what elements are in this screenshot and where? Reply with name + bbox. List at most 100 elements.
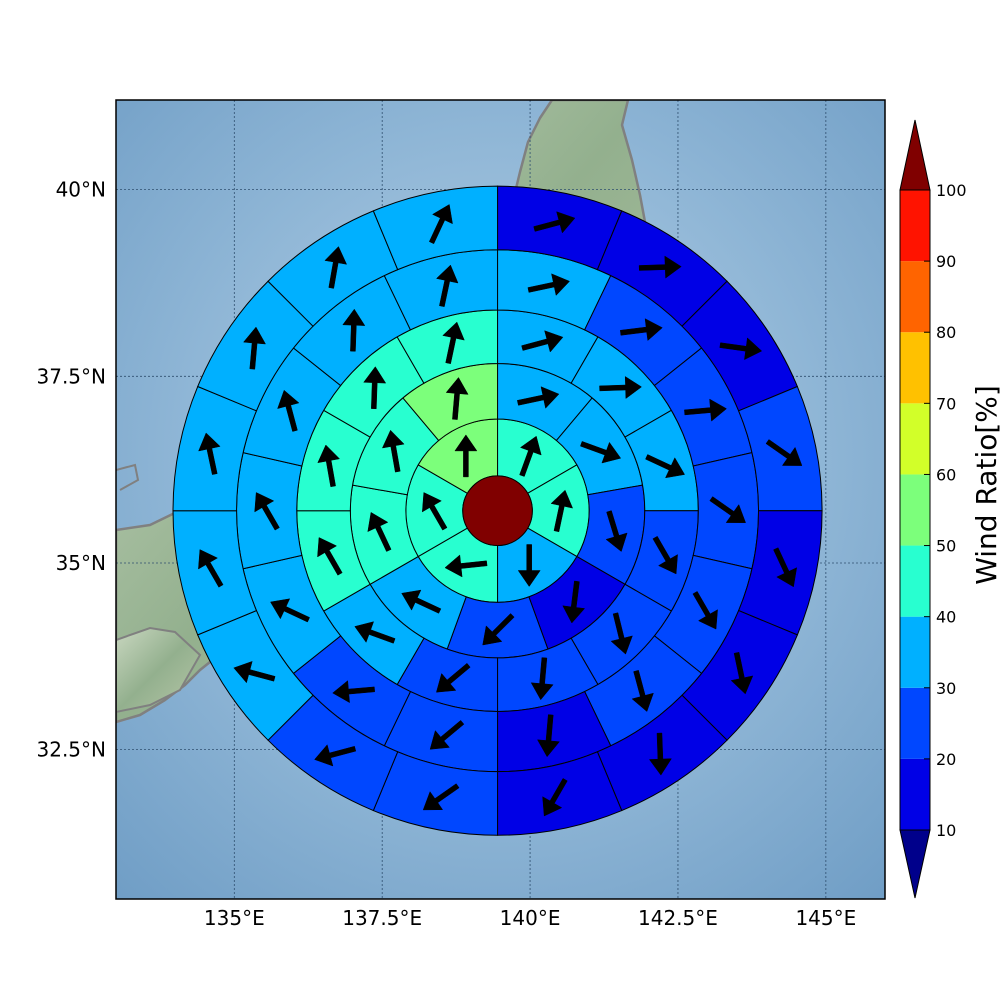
- wind-arrow-ring2-1: [517, 386, 560, 409]
- colorbar-segment: [900, 616, 930, 688]
- wind-arrow-ring3-6: [530, 657, 554, 701]
- colorbar-tick-label: 30: [936, 679, 956, 698]
- colorbar-tick-label: 100: [936, 181, 967, 200]
- wind-arrow-ring1-6: [454, 434, 478, 478]
- colorbar-segment: [900, 403, 930, 475]
- wind-arrow-ring5-7: [648, 732, 672, 776]
- wind-arrow-ring5-6: [730, 652, 754, 695]
- wind-arrow-ring5-8: [542, 778, 568, 817]
- wind-arrow-ring3-5: [610, 612, 633, 655]
- x-tick-label: 145°E: [795, 906, 856, 930]
- wind-arrow-ring4-5: [692, 591, 718, 630]
- wind-arrow-ring2-3: [605, 510, 628, 552]
- wind-arrow-ring2-7: [367, 511, 392, 552]
- y-tick-label: 37.5°N: [37, 364, 107, 388]
- map-border: [115, 99, 886, 900]
- wind-arrow-ring2-9: [445, 377, 469, 420]
- wind-arrow-ring5-2: [638, 255, 682, 279]
- shikoku-island: [116, 626, 202, 714]
- wind-arrow-ring5-1: [533, 211, 576, 234]
- colorbar-segment: [900, 474, 930, 546]
- wind-arrow-ring5-5: [773, 547, 798, 588]
- colorbar-ticks: 10 20 30 40 50 60 70 80 90 100: [924, 181, 967, 840]
- colorbar-segment: [900, 758, 930, 830]
- colorbar-under-extension: [899, 829, 931, 899]
- x-tick-label: 140°E: [500, 906, 561, 930]
- map-frame: [115, 99, 886, 900]
- wind-arrow-ring4-6: [631, 669, 654, 712]
- wind-arrow-ring2-2: [580, 441, 622, 464]
- colorbar: 10 20 30 40 50 60 70 80 90 100 Wind Ratio[%]: [899, 119, 1000, 899]
- wind-arrow-ring5-11: [233, 661, 276, 684]
- colorbar-outline: [899, 189, 931, 831]
- colorbar-segment: [900, 332, 930, 404]
- wind-arrow-ring1-3: [517, 544, 541, 587]
- wind-arrow-ring1-4: [444, 554, 488, 578]
- y-tick-label: 35°N: [56, 551, 106, 575]
- wind-arrow-ring2-4: [562, 580, 586, 624]
- wind-arrow-ring1-5: [422, 492, 448, 531]
- y-tick-label: 40°N: [56, 178, 106, 202]
- x-tick-label: 135°E: [204, 906, 265, 930]
- wind-arrow-ring5-15: [324, 246, 348, 289]
- wind-arrow-ring3-10: [317, 444, 341, 488]
- colorbar-over-extension: [899, 119, 931, 191]
- colorbar-tick-label: 50: [936, 537, 956, 556]
- wind-arrow-ring3-12: [442, 321, 465, 364]
- wind-arrow-ring5-16: [428, 204, 453, 245]
- wind-arrow-ring4-11: [254, 492, 280, 531]
- wind-arrow-ring5-3: [719, 337, 763, 361]
- colorbar-tick-label: 70: [936, 394, 956, 413]
- wind-arrow-ring4-3: [684, 398, 727, 422]
- wind-arrows: [198, 204, 803, 817]
- colorbar-tick-label: 90: [936, 252, 956, 271]
- x-tick-label: 142.5°E: [638, 906, 718, 930]
- wind-arrow-ring5-9: [422, 783, 460, 811]
- colorbar-segment: [900, 687, 930, 759]
- x-axis-tick-labels: 135°E 137.5°E 140°E 142.5°E 145°E: [204, 906, 856, 930]
- wind-arrow-ring3-9: [317, 537, 343, 576]
- y-tick-label: 32.5°N: [37, 738, 107, 762]
- wind-arrow-ring2-5: [482, 613, 515, 646]
- colorbar-label: Wind Ratio[%]: [970, 385, 1000, 585]
- wind-arrow-ring4-1: [527, 273, 570, 296]
- y-axis-tick-labels: 40°N 37.5°N 35°N 32.5°N: [37, 178, 107, 762]
- wind-arrow-ring2-6: [401, 589, 442, 614]
- wind-arrow-ring4-14: [435, 264, 459, 307]
- wind-ratio-rose: [172, 185, 823, 836]
- wind-arrow-ring5-13: [198, 432, 221, 475]
- wind-arrow-ring3-3: [645, 454, 685, 479]
- colorbar-tick-label: 60: [936, 465, 956, 484]
- wind-arrow-ring5-12: [198, 549, 224, 588]
- colorbar-segments: [899, 119, 931, 899]
- wind-arrow-ring4-10: [270, 598, 310, 623]
- wind-arrow-ring5-10: [314, 744, 357, 767]
- colorbar-segment: [900, 190, 930, 262]
- wind-arrow-ring4-2: [620, 318, 663, 341]
- colorbar-tick-label: 80: [936, 323, 956, 342]
- colorbar-segment: [900, 261, 930, 333]
- wind-arrow-ring4-7: [537, 714, 560, 758]
- wind-arrow-ring4-13: [342, 308, 366, 352]
- colorbar-tick-label: 40: [936, 608, 956, 627]
- wind-arrow-ring3-2: [599, 376, 642, 399]
- wind-arrow-ring3-7: [436, 662, 471, 693]
- wind-arrow-ring1-1: [519, 435, 542, 477]
- wind-arrow-ring4-8: [429, 720, 465, 750]
- colorbar-tick-label: 10: [936, 821, 956, 840]
- wind-arrow-ring5-4: [765, 439, 803, 466]
- wind-arrow-ring5-14: [243, 326, 266, 370]
- x-tick-label: 137.5°E: [342, 906, 422, 930]
- awaji-island: [116, 463, 140, 491]
- wind-arrow-ring1-2: [550, 489, 574, 533]
- colorbar-segment: [900, 545, 930, 617]
- center-disk: [462, 475, 533, 546]
- wind-arrow-ring2-8: [381, 429, 405, 473]
- colorbar-tick-label: 20: [936, 750, 956, 769]
- wind-arrow-ring4-4: [709, 496, 746, 523]
- wind-arrow-ring3-8: [354, 621, 396, 644]
- wind-arrow-ring3-1: [521, 330, 564, 353]
- wind-arrow-ring3-11: [363, 366, 387, 410]
- wind-arrow-ring3-4: [652, 535, 678, 575]
